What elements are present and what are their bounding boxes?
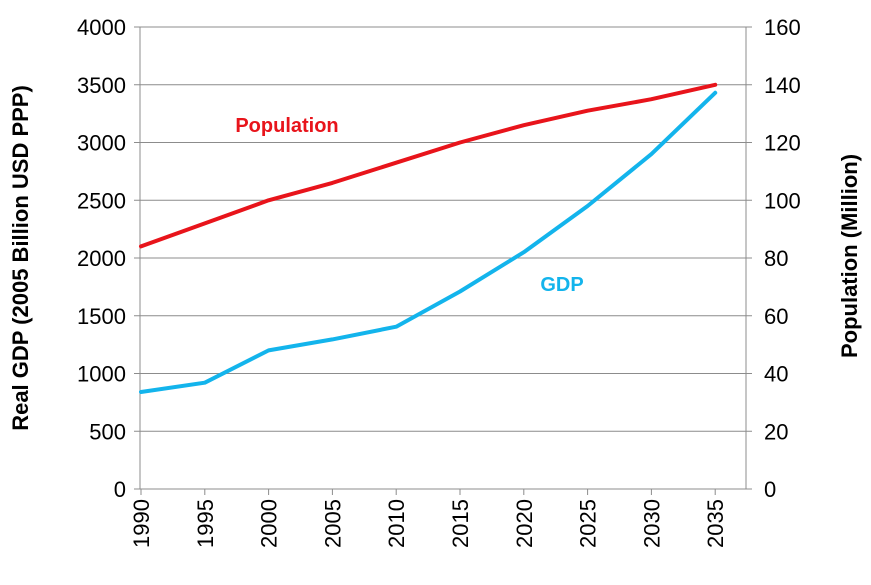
x-axis-tick-label: 2025 (576, 499, 601, 548)
right-axis-tick-label: 140 (764, 73, 801, 98)
right-axis-tick-label: 160 (764, 15, 801, 40)
x-axis-tick-label: 2010 (384, 499, 409, 548)
right-axis-tick-label: 0 (764, 477, 776, 502)
x-axis-tick-label: 1990 (129, 499, 154, 548)
left-axis-tick-label: 1000 (77, 362, 126, 387)
left-axis-tick-label: 1500 (77, 304, 126, 329)
gridlines (140, 26, 746, 432)
right-axis-tick-labels: 0 20 40 60 80 100 120 140 160 (764, 15, 801, 502)
x-axis-tick-label: 2035 (703, 499, 728, 548)
right-axis-tick-label: 100 (764, 188, 801, 213)
right-axis-tick-label: 120 (764, 131, 801, 156)
series-lines (139, 82, 718, 394)
x-axis-tick-label: 2015 (448, 499, 473, 548)
series-line-gdp (139, 90, 718, 394)
x-axis-tick-label: 2000 (257, 499, 282, 548)
left-axis-tick-labels: 0 500 1000 1500 2000 2500 3000 3500 4000 (77, 15, 126, 502)
left-axis-tick-label: 500 (89, 419, 126, 444)
left-axis-tick-label: 2500 (77, 188, 126, 213)
x-axis-tick-label: 1995 (193, 499, 218, 548)
y-axis-title-right: Population (Million) (837, 154, 862, 358)
left-axis-tick-label: 3000 (77, 131, 126, 156)
y-axis-title-left: Real GDP (2005 Billion USD PPP) (8, 85, 33, 431)
left-axis-tick-label: 2000 (77, 246, 126, 271)
x-axis-tick-labels: 1990 1995 2000 2005 2010 2015 2020 2025 2030 2035 (129, 499, 728, 548)
x-axis-tick-label: 2005 (320, 499, 345, 548)
right-axis-tick-label: 40 (764, 362, 788, 387)
series-label-gdp: GDP (540, 274, 583, 296)
right-axis-tick-label: 60 (764, 304, 788, 329)
axes (134, 26, 752, 495)
right-axis-tick-label: 80 (764, 246, 788, 271)
series-label-population: Population (235, 115, 338, 137)
left-axis-tick-label: 3500 (77, 73, 126, 98)
x-axis-tick-label: 2020 (512, 499, 537, 548)
right-axis-tick-label: 20 (764, 419, 788, 444)
left-axis-tick-label: 4000 (77, 15, 126, 40)
left-axis-tick-label: 0 (114, 477, 126, 502)
series-line-population (139, 82, 718, 249)
x-axis-tick-label: 2030 (639, 499, 664, 548)
